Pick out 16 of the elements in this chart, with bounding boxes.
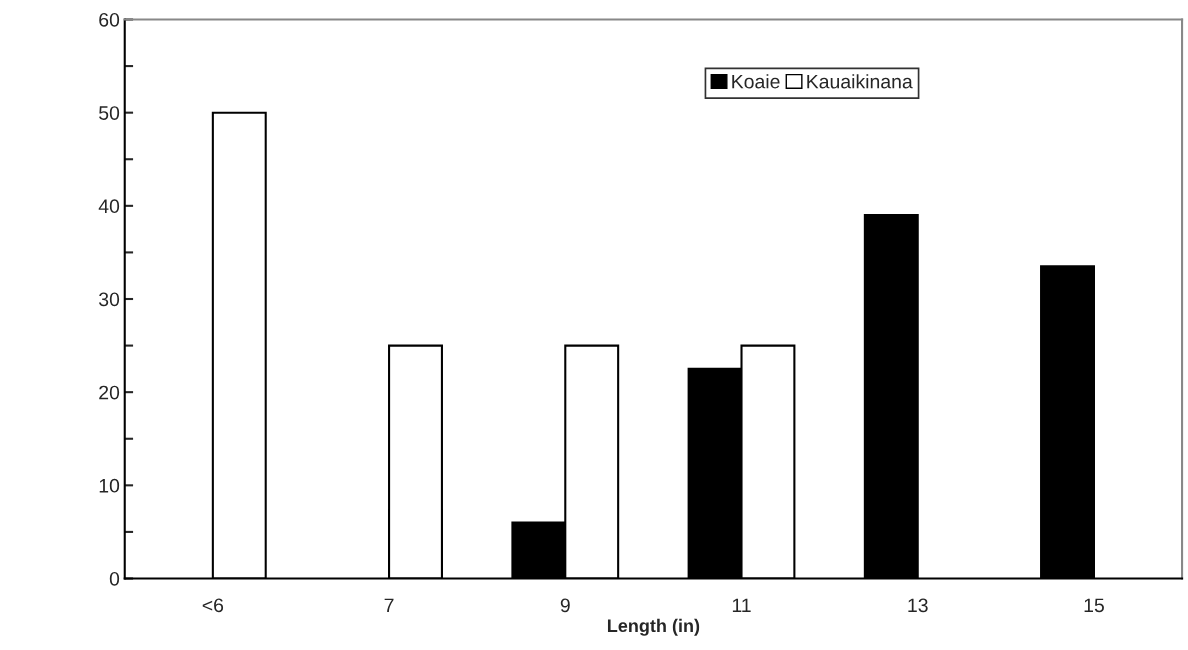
x-tick-label: <6	[202, 598, 224, 613]
legend-label: Koaie	[732, 74, 780, 89]
y-tick-label: 20	[99, 385, 120, 400]
x-tick-label: 9	[560, 598, 570, 613]
y-tick-label: 40	[98, 199, 120, 214]
x-tick-label: 7	[384, 598, 394, 613]
x-tick-label: 13	[908, 598, 928, 613]
x-axis-title: Length (in)	[607, 618, 700, 636]
y-tick-label: 10	[99, 478, 120, 493]
x-tick-label: 11	[732, 598, 751, 613]
y-tick-label: 50	[99, 106, 120, 120]
y-tick-label: 30	[98, 292, 120, 307]
legend-label: Kauaikinana	[807, 74, 913, 89]
y-tick-label: 60	[99, 12, 120, 27]
x-tick-label: 15	[1084, 598, 1104, 613]
y-tick-label: 0	[109, 571, 120, 586]
